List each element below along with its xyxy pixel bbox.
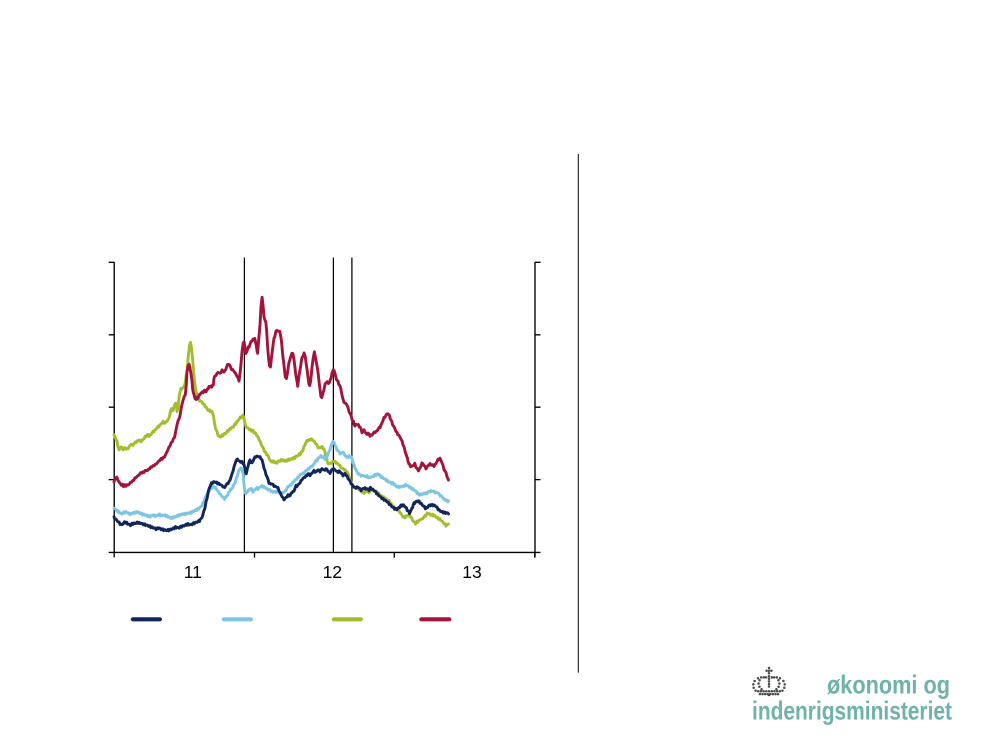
svg-text:11: 11	[184, 562, 202, 582]
svg-text:13: 13	[462, 562, 481, 582]
svg-text:økonomi og: økonomi og	[827, 670, 950, 700]
svg-text:indenrigsministeriet: indenrigsministeriet	[752, 696, 952, 726]
svg-text:12: 12	[323, 562, 342, 582]
